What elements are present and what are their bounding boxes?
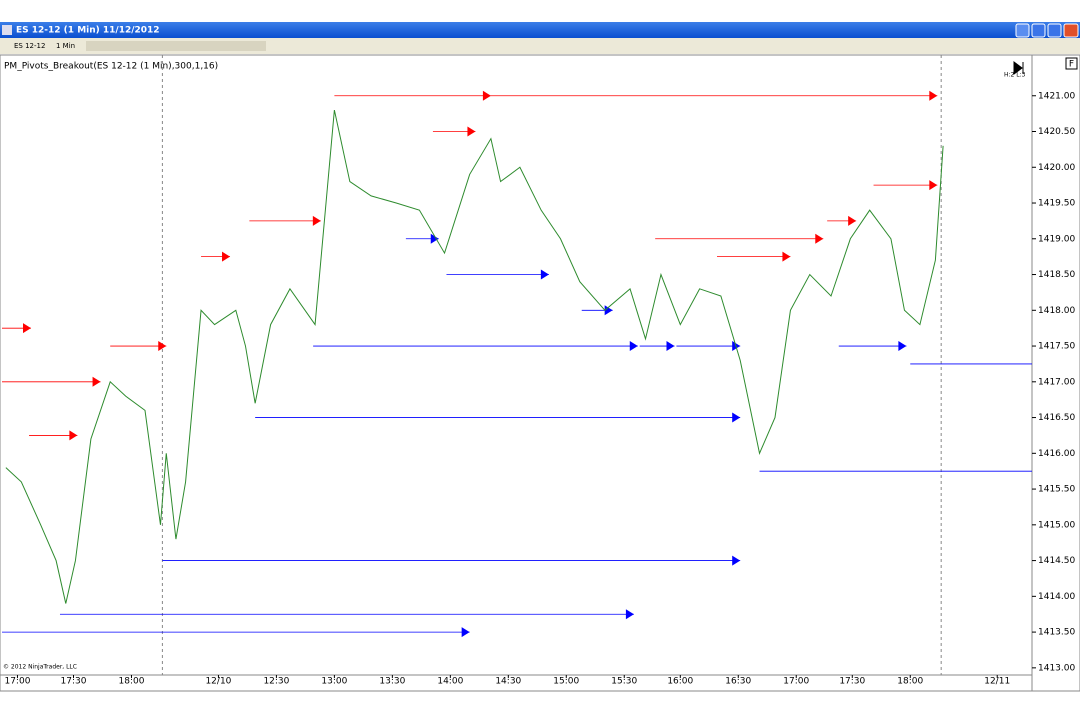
- resistance-arrow: [69, 430, 78, 441]
- x-tick-label: 13:30: [379, 677, 405, 687]
- y-tick-label: 1416.00: [1038, 449, 1075, 459]
- resistance-arrow: [222, 251, 231, 262]
- resistance-arrow: [929, 90, 938, 101]
- resistance-arrow: [467, 126, 476, 137]
- copyright: © 2012 NinjaTrader, LLC: [3, 664, 77, 671]
- x-tick-label: 15:30: [611, 677, 637, 687]
- x-tick-label: 13:00: [321, 677, 347, 687]
- y-tick-label: 1415.00: [1038, 520, 1075, 530]
- resistance-arrow: [782, 251, 791, 262]
- support-arrow: [604, 305, 613, 316]
- resistance-arrow: [22, 323, 31, 334]
- resistance-arrow: [929, 180, 938, 191]
- panel-button[interactable]: F: [1069, 60, 1074, 70]
- minimize-button[interactable]: [1031, 23, 1046, 38]
- support-arrow: [732, 555, 741, 566]
- window-title: ES 12-12 (1 Min) 11/12/2012: [16, 26, 160, 36]
- resistance-arrow: [158, 341, 167, 352]
- y-tick-label: 1418.50: [1038, 270, 1075, 280]
- x-tick-label: 17:30: [61, 677, 87, 687]
- y-tick-label: 1417.00: [1038, 377, 1075, 387]
- price-line: [5, 109, 944, 604]
- x-tick-label: 14:30: [495, 677, 521, 687]
- x-tick-label: 18:00: [897, 677, 923, 687]
- x-tick-label: 16:00: [667, 677, 693, 687]
- x-tick-label: 15:00: [553, 677, 579, 687]
- x-tick-label: 17:30: [839, 677, 865, 687]
- y-tick-label: 1419.00: [1038, 234, 1075, 244]
- app-icon: [2, 25, 12, 35]
- y-tick-label: 1420.00: [1038, 163, 1075, 173]
- support-arrow: [430, 233, 439, 244]
- support-arrow: [629, 341, 638, 352]
- x-tick-label: 17:00: [783, 677, 809, 687]
- x-tick-label: 18:00: [119, 677, 145, 687]
- y-tick-label: 1420.50: [1038, 127, 1075, 137]
- toolbar-icons[interactable]: [86, 41, 266, 51]
- x-tick-label: 12:30: [263, 677, 289, 687]
- x-tick-label: 16:30: [725, 677, 751, 687]
- support-arrow: [625, 609, 634, 620]
- chart-panel: [0, 54, 1080, 692]
- y-tick-label: 1416.50: [1038, 413, 1075, 423]
- x-tick-label: 12/11: [984, 677, 1010, 687]
- resistance-arrow: [815, 233, 824, 244]
- y-tick-label: 1414.00: [1038, 592, 1075, 602]
- y-tick-label: 1414.50: [1038, 556, 1075, 566]
- maximize-button[interactable]: [1047, 23, 1062, 38]
- y-tick-label: 1421.00: [1038, 91, 1075, 101]
- y-tick-label: 1413.50: [1038, 628, 1075, 638]
- support-arrow: [540, 269, 549, 280]
- resistance-arrow: [848, 215, 857, 226]
- y-tick-label: 1413.00: [1038, 663, 1075, 673]
- x-tick-label: 14:00: [437, 677, 463, 687]
- support-arrow: [666, 341, 675, 352]
- toolbar: [0, 38, 1080, 54]
- y-tick-label: 1415.50: [1038, 485, 1075, 495]
- x-tick-label: 12/10: [205, 677, 231, 687]
- resistance-arrow: [92, 376, 101, 387]
- close-button[interactable]: [1063, 23, 1079, 38]
- support-arrow: [732, 412, 741, 423]
- link-button[interactable]: [1015, 23, 1030, 38]
- instrument-selector[interactable]: ES 12-12: [14, 42, 45, 50]
- support-arrow: [461, 627, 470, 638]
- title-bar: [0, 22, 1080, 38]
- resistance-arrow: [312, 215, 321, 226]
- support-arrow: [898, 341, 907, 352]
- status: H:2 L:3: [1004, 72, 1026, 79]
- y-tick-label: 1417.50: [1038, 342, 1075, 352]
- go-to-end-button[interactable]: [1013, 61, 1024, 75]
- y-tick-label: 1418.00: [1038, 306, 1075, 316]
- x-tick-label: 17:00: [4, 677, 30, 687]
- resistance-arrow: [482, 90, 491, 101]
- indicator-label: PM_Pivots_Breakout(ES 12-12 (1 Min),300,…: [4, 62, 218, 72]
- y-tick-label: 1419.50: [1038, 199, 1075, 209]
- interval-selector[interactable]: 1 Min: [56, 42, 75, 50]
- panel-button-box[interactable]: [1065, 57, 1078, 70]
